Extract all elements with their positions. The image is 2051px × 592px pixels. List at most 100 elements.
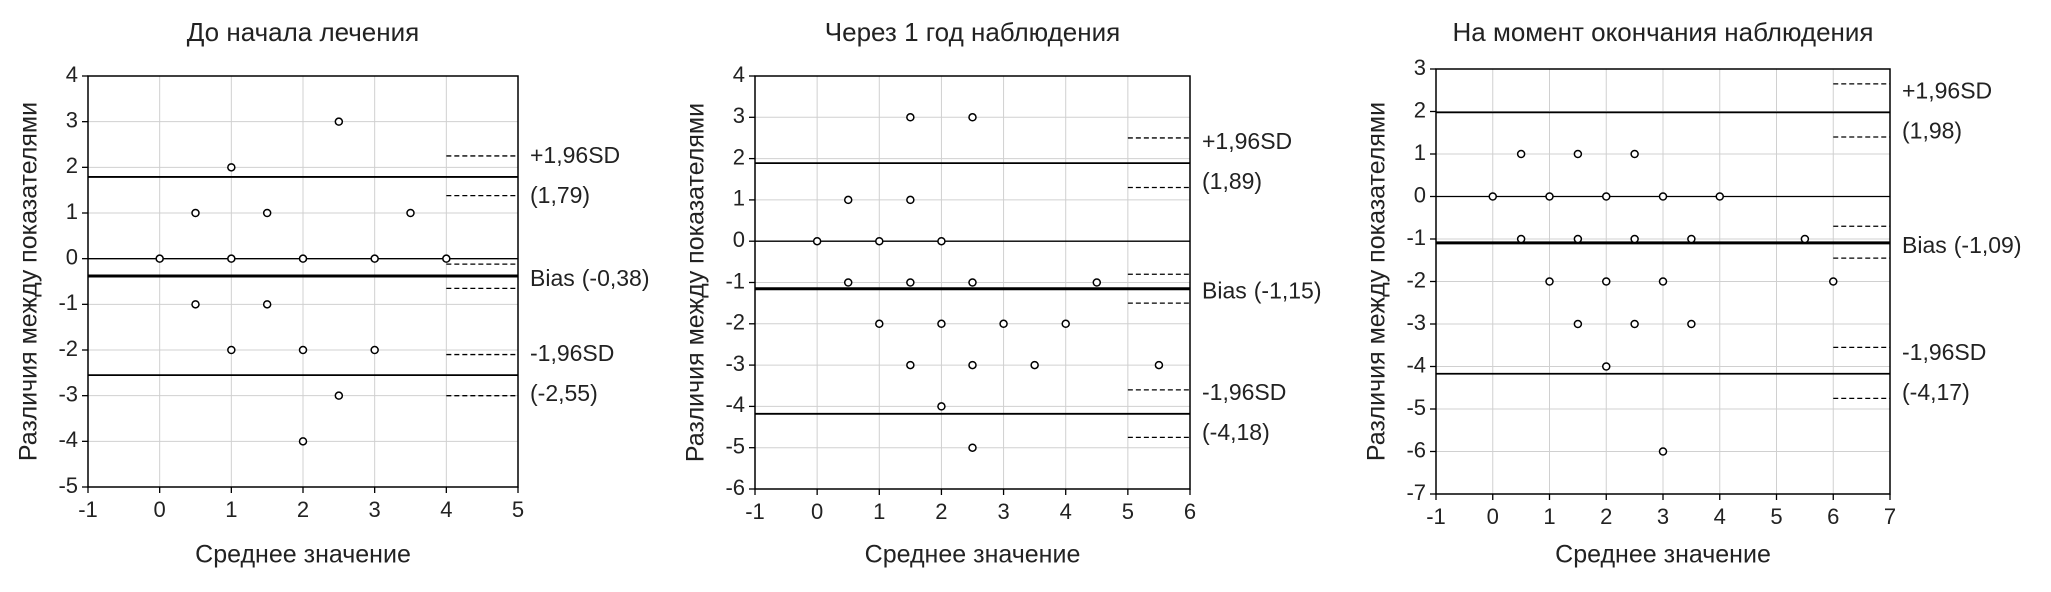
data-point [227,254,236,263]
chart-title: Через 1 год наблюдения [825,17,1120,47]
plot-frame [1435,68,1891,495]
data-point [906,113,915,122]
y-tick-label: -2 [58,336,78,361]
y-axis-label: Различия между показателями [1363,102,1391,461]
bias-label: Bias (-1,15) [1202,278,1322,304]
y-tick-label: -4 [58,427,78,452]
limit-name: -1,96SD [1202,379,1286,405]
y-tick-label: 0 [1414,182,1426,207]
data-point [843,278,853,287]
x-tick-label: 2 [935,499,947,524]
data-point [1516,234,1526,244]
limit-value: (-4,17) [1902,379,1970,405]
x-tick-label: 1 [1543,504,1555,529]
data-point [812,236,822,246]
limit-value: (1,89) [1202,168,1262,194]
data-point [1573,149,1583,159]
bias-label: Bias (-0,38) [530,265,650,291]
data-point [906,360,915,370]
data-point [1573,234,1583,244]
limit-value: (-2,55) [530,380,598,406]
data-point [262,208,272,218]
x-tick-label: -1 [745,499,765,524]
y-axis-label: Различия между показателями [15,102,43,461]
y-tick-label: 2 [1414,97,1426,122]
y-tick-label: -5 [725,434,745,459]
y-tick-label: -2 [725,310,745,335]
data-point [262,300,272,309]
chart-title: До начала лечения [187,17,419,47]
data-point [442,254,451,263]
data-point [1630,319,1639,329]
y-tick-label: 4 [733,62,745,87]
x-tick-label: 5 [1122,499,1134,524]
x-tick-label: 0 [811,499,823,524]
chart: На момент окончания наблюдения Среднее зн… [1363,17,2022,569]
bias-value: (-0,38) [582,265,650,291]
data-point [968,113,977,122]
data-point [999,319,1008,329]
x-tick-label: 0 [154,497,166,522]
x-tick-label: 6 [1827,504,1839,529]
data-point [1715,192,1724,201]
data-point [968,443,977,452]
data-point [843,195,853,205]
x-axis-label: Среднее значение [1555,541,1771,569]
data-point [968,360,977,370]
y-tick-label: 0 [66,244,78,269]
x-tick-label: 2 [297,497,309,522]
y-tick-label: -7 [1406,480,1426,505]
y-tick-label: -3 [725,351,745,376]
data-point [334,117,344,126]
data-point [1061,319,1070,329]
data-point [1030,360,1039,370]
x-tick-label: 2 [1600,504,1612,529]
chart: До начала лечения Среднее значение Различи… [15,17,650,569]
x-tick-label: 3 [1657,504,1669,529]
data-point [1545,192,1554,201]
bias-label: Bias (-1,09) [1902,232,2022,258]
data-point [937,236,946,246]
y-tick-label: -3 [1406,310,1426,335]
data-point [875,236,884,246]
data-point [334,391,344,400]
data-point [1658,447,1668,456]
data-point [1602,192,1611,201]
y-tick-label: 2 [66,153,78,178]
x-tick-label: 0 [1487,504,1499,529]
y-axis-label: Различия между показателями [682,103,710,462]
x-axis-label: Среднее значение [195,541,411,569]
data-point [906,278,915,287]
y-tick-label: -1 [1406,225,1426,250]
data-point [1630,234,1639,244]
chart: Через 1 год наблюдения Среднее значение Ра… [682,17,1322,569]
data-point [191,300,200,309]
y-tick-label: -4 [725,392,745,417]
y-tick-label: -5 [1406,395,1426,420]
y-tick-label: -1 [725,268,745,293]
limit-value: (-4,18) [1202,419,1270,445]
bias-value: (-1,09) [1954,232,2022,258]
y-tick-label: -2 [1406,267,1426,292]
limit-name: -1,96SD [1902,339,1986,365]
y-tick-label: -1 [58,290,78,315]
data-point [1829,277,1838,286]
data-point [1154,360,1164,370]
y-tick-label: -6 [1406,437,1426,462]
y-tick-label: 1 [1414,140,1426,165]
x-tick-label: 6 [1184,499,1196,524]
x-tick-label: -1 [78,497,98,522]
limit-name: +1,96SD [1902,77,1992,103]
data-point [227,345,236,355]
data-point [1658,277,1668,286]
y-tick-label: 3 [733,103,745,128]
x-tick-label: 1 [873,499,885,524]
plot-frame [87,75,519,488]
data-point [1516,149,1526,159]
data-point [1800,234,1810,244]
data-point [1488,192,1497,201]
data-point [1658,192,1668,201]
data-point [155,254,164,263]
data-point [937,319,946,329]
